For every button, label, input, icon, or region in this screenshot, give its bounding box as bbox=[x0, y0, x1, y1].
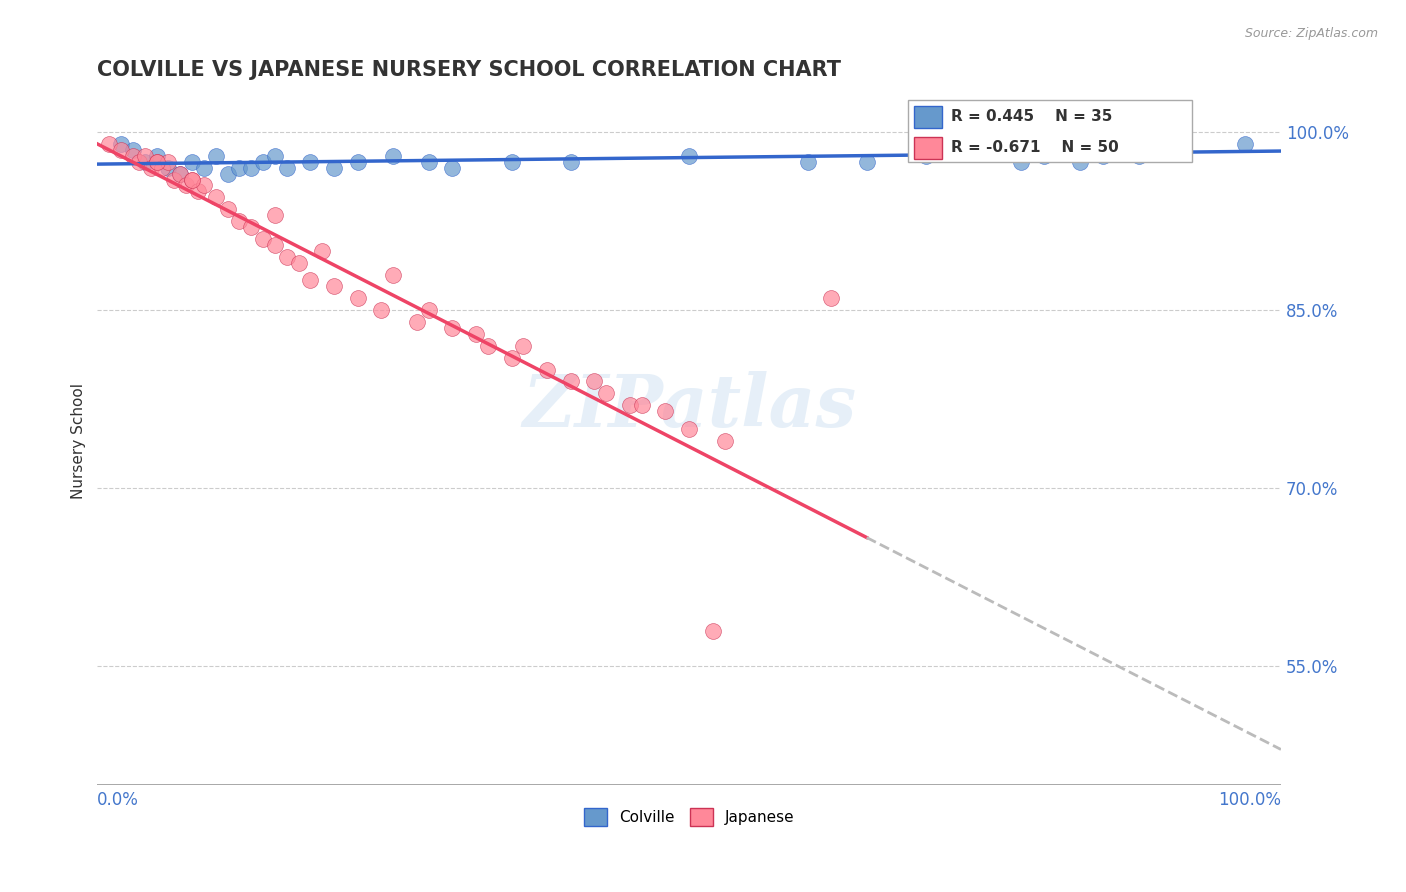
Point bbox=[228, 214, 250, 228]
Point bbox=[169, 167, 191, 181]
Point bbox=[974, 143, 997, 157]
Point bbox=[630, 398, 652, 412]
Legend: Colville, Japanese: Colville, Japanese bbox=[578, 802, 800, 832]
Point bbox=[152, 161, 174, 175]
Text: 0.0%: 0.0% bbox=[97, 791, 139, 809]
Point bbox=[595, 386, 617, 401]
Point bbox=[346, 154, 368, 169]
Point bbox=[477, 339, 499, 353]
Point bbox=[501, 154, 523, 169]
Point bbox=[501, 351, 523, 365]
Point bbox=[134, 149, 156, 163]
Point bbox=[418, 154, 440, 169]
Point bbox=[193, 178, 215, 193]
Point bbox=[915, 149, 938, 163]
Point bbox=[187, 185, 209, 199]
Point bbox=[299, 273, 322, 287]
Point bbox=[583, 375, 606, 389]
Point bbox=[240, 161, 263, 175]
Point bbox=[252, 154, 274, 169]
Point bbox=[217, 167, 239, 181]
Point bbox=[287, 255, 309, 269]
Point bbox=[240, 220, 263, 235]
Point bbox=[264, 149, 287, 163]
Point bbox=[181, 172, 204, 186]
Point bbox=[264, 237, 287, 252]
Point bbox=[157, 154, 180, 169]
Point bbox=[418, 303, 440, 318]
Point bbox=[1069, 154, 1091, 169]
Point bbox=[1033, 149, 1056, 163]
Point bbox=[204, 149, 226, 163]
Point bbox=[536, 362, 558, 376]
Point bbox=[276, 161, 298, 175]
Point bbox=[820, 291, 842, 305]
Point bbox=[323, 161, 346, 175]
Point bbox=[1152, 143, 1174, 157]
Point bbox=[276, 250, 298, 264]
Point bbox=[121, 149, 143, 163]
Point bbox=[323, 279, 346, 293]
Point bbox=[174, 178, 197, 193]
Point bbox=[512, 339, 534, 353]
Point bbox=[145, 149, 167, 163]
Point bbox=[678, 149, 700, 163]
Point bbox=[346, 291, 368, 305]
Point bbox=[465, 326, 488, 341]
Point bbox=[181, 172, 204, 186]
Point bbox=[796, 154, 818, 169]
Point bbox=[299, 154, 322, 169]
Text: Source: ZipAtlas.com: Source: ZipAtlas.com bbox=[1244, 27, 1378, 40]
Point bbox=[121, 143, 143, 157]
Text: ZIPatlas: ZIPatlas bbox=[522, 371, 856, 442]
Point bbox=[110, 143, 132, 157]
Point bbox=[193, 161, 215, 175]
Point bbox=[382, 149, 405, 163]
Point bbox=[252, 232, 274, 246]
Point bbox=[560, 375, 582, 389]
Point bbox=[98, 136, 121, 151]
Point bbox=[702, 624, 724, 638]
Point bbox=[181, 154, 204, 169]
Point bbox=[560, 154, 582, 169]
Text: 100.0%: 100.0% bbox=[1218, 791, 1281, 809]
Point bbox=[855, 154, 877, 169]
Point bbox=[145, 154, 167, 169]
Point bbox=[619, 398, 641, 412]
Point bbox=[1234, 136, 1257, 151]
Point bbox=[157, 161, 180, 175]
Point bbox=[441, 161, 464, 175]
Point bbox=[163, 172, 186, 186]
Point bbox=[1010, 154, 1032, 169]
Point bbox=[311, 244, 333, 258]
Point bbox=[204, 190, 226, 204]
Point bbox=[110, 136, 132, 151]
Point bbox=[217, 202, 239, 217]
Point bbox=[264, 208, 287, 222]
Point bbox=[678, 422, 700, 436]
Point bbox=[406, 315, 429, 329]
Point bbox=[169, 167, 191, 181]
Text: COLVILLE VS JAPANESE NURSERY SCHOOL CORRELATION CHART: COLVILLE VS JAPANESE NURSERY SCHOOL CORR… bbox=[97, 60, 841, 79]
Point bbox=[128, 154, 150, 169]
Point bbox=[228, 161, 250, 175]
Point bbox=[654, 404, 676, 418]
Point bbox=[713, 434, 735, 448]
Point bbox=[441, 321, 464, 335]
Point bbox=[134, 154, 156, 169]
Point bbox=[139, 161, 162, 175]
Y-axis label: Nursery School: Nursery School bbox=[72, 383, 86, 499]
Point bbox=[1128, 149, 1150, 163]
Point bbox=[145, 154, 167, 169]
Point bbox=[1092, 149, 1115, 163]
Point bbox=[382, 268, 405, 282]
Point bbox=[370, 303, 392, 318]
